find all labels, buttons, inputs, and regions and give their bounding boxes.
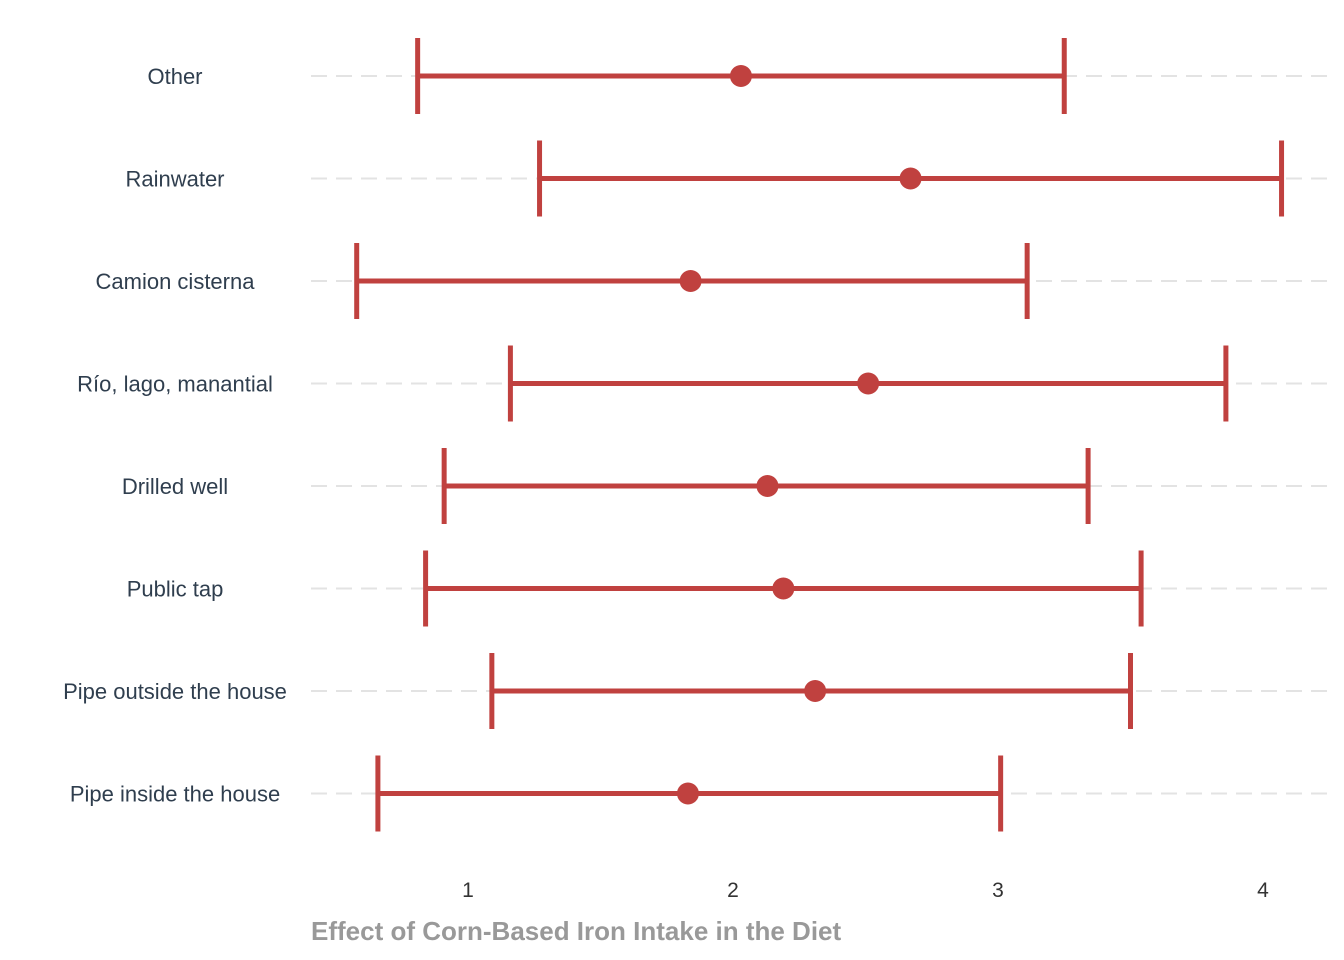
estimate-point (804, 680, 827, 702)
estimate-point (676, 782, 699, 805)
category-label: Pipe inside the house (70, 782, 280, 807)
category-label: Camion cisterna (96, 269, 256, 294)
x-tick-label: 2 (727, 879, 739, 902)
category-label: Other (147, 64, 202, 89)
category-label: Drilled well (122, 474, 228, 499)
category-label: Pipe outside the house (63, 679, 287, 704)
estimate-points (676, 65, 922, 805)
category-labels: Other Rainwater Camion cisterna Río, lago, … (63, 64, 287, 807)
estimate-point (756, 475, 779, 497)
category-label: Rainwater (125, 167, 224, 192)
estimate-point (729, 65, 752, 87)
category-label: Public tap (127, 577, 224, 602)
x-tick-label: 1 (462, 879, 474, 902)
estimate-point (857, 372, 880, 395)
x-tick-labels: 1 2 3 4 (462, 879, 1269, 902)
category-label: Río, lago, manantial (77, 372, 273, 397)
estimate-point (899, 167, 922, 190)
x-axis-title: Effect of Corn-Based Iron Intake in the … (311, 916, 842, 946)
error-bars (354, 38, 1285, 832)
estimate-point (772, 577, 795, 600)
estimate-point (679, 270, 702, 292)
x-tick-label: 3 (992, 879, 1004, 902)
x-tick-label: 4 (1257, 879, 1269, 902)
